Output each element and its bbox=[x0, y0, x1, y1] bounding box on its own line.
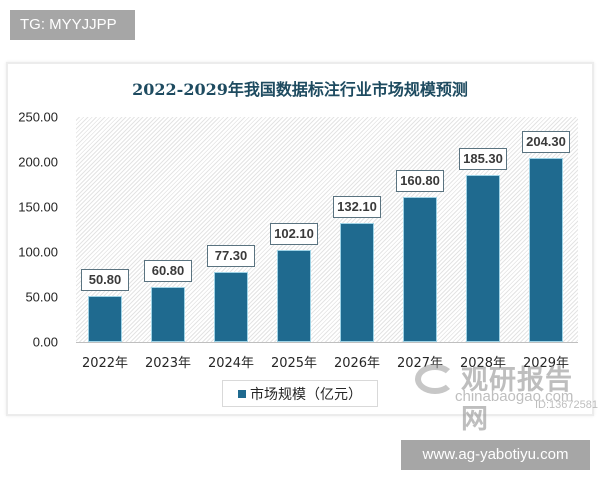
x-axis-line bbox=[76, 342, 578, 343]
x-tick-label: 2028年 bbox=[459, 356, 507, 371]
bottom-watermark-tag: www.ag-yabotiyu.com bbox=[401, 440, 590, 470]
x-tick-label: 2027年 bbox=[396, 356, 444, 371]
bar bbox=[151, 287, 185, 342]
bar bbox=[466, 175, 500, 342]
legend-label: 市场规模（亿元） bbox=[250, 386, 362, 403]
y-tick-label: 150.00 bbox=[18, 199, 58, 215]
data-label: 204.30 bbox=[522, 131, 570, 154]
x-tick-label: 2023年 bbox=[144, 356, 192, 371]
data-label: 50.80 bbox=[81, 269, 129, 292]
x-tick-label: 2022年 bbox=[81, 356, 129, 371]
top-watermark-tag: TG: MYYJJPP bbox=[10, 10, 135, 40]
legend: 市场规模（亿元） bbox=[222, 380, 378, 407]
bar bbox=[403, 197, 437, 342]
bar bbox=[214, 272, 248, 342]
y-tick-label: 100.00 bbox=[18, 244, 58, 260]
data-label: 77.30 bbox=[207, 245, 255, 268]
bar bbox=[529, 158, 563, 342]
y-tick-label: 250.00 bbox=[18, 109, 58, 125]
data-label: 60.80 bbox=[144, 260, 192, 283]
data-label: 185.30 bbox=[459, 148, 507, 171]
x-tick-label: 2026年 bbox=[333, 356, 381, 371]
legend-swatch-icon bbox=[238, 389, 246, 398]
y-tick-label: 0.00 bbox=[32, 334, 58, 350]
y-tick-label: 200.00 bbox=[18, 154, 58, 170]
chart-title: 2022-2029年我国数据标注行业市场规模预测 bbox=[132, 80, 468, 99]
x-tick-label: 2025年 bbox=[270, 356, 318, 371]
bar bbox=[88, 296, 122, 342]
x-tick-label: 2024年 bbox=[207, 356, 255, 371]
data-label: 160.80 bbox=[396, 170, 444, 193]
x-tick-label: 2029年 bbox=[522, 356, 570, 371]
data-label: 132.10 bbox=[333, 196, 381, 219]
y-tick-label: 50.00 bbox=[25, 289, 58, 305]
bar bbox=[340, 223, 374, 342]
data-label: 102.10 bbox=[270, 223, 318, 246]
bar bbox=[277, 250, 311, 342]
